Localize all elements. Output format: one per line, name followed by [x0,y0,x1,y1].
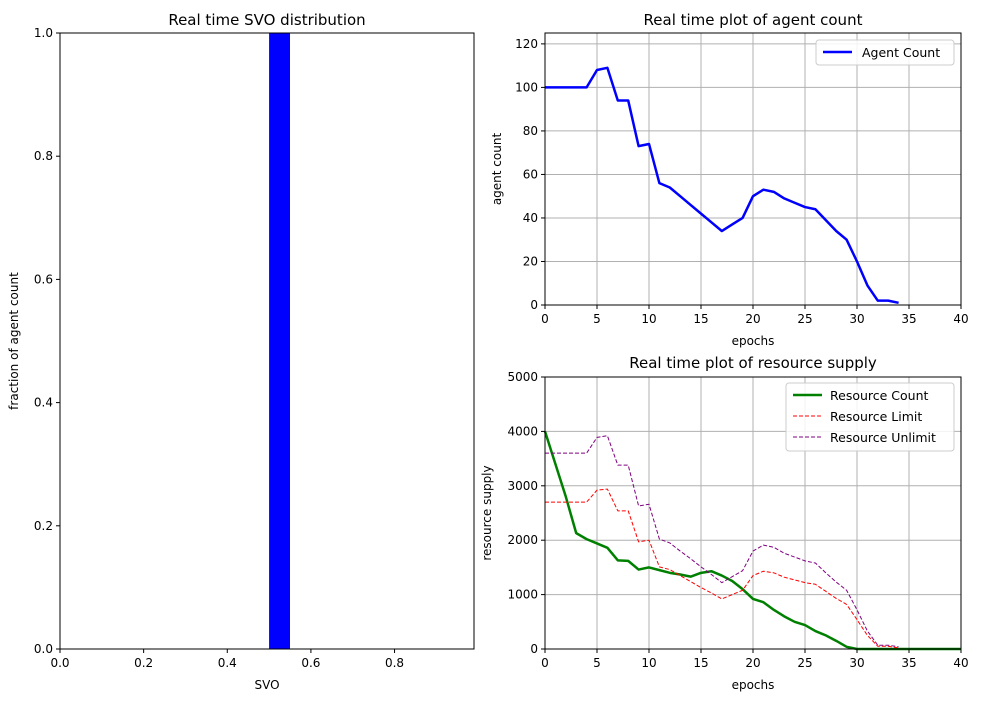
svo-x-tick-label: 0.4 [218,656,237,670]
resource-legend-box [785,382,955,452]
resources-x-tick-label: 5 [593,656,601,670]
resources-x-tick-label: 20 [745,656,760,670]
agents-x-tick-label: 30 [849,312,864,326]
resources-y-tick-label: 0 [530,642,538,656]
resource-legend-label-resource-unlimit: Resource Unlimit [830,430,936,445]
resource-legend: Resource Count Resource Limit Resource U… [785,382,955,452]
resource-y-axis-label: resource supply [480,465,494,560]
svo-chart-title: Real time SVO distribution [168,11,365,29]
svo-x-ticks: 0.0 0.2 0.4 0.6 0.8 [50,649,404,670]
agent-count-chart: Real time plot of agent count 0 5 10 15 20 25… [490,11,969,348]
resources-x-tick-label: 25 [797,656,812,670]
svo-y-tick-label: 1.0 [34,26,53,40]
agent-legend-box [815,39,955,66]
svo-y-axis-label: fraction of agent count [7,272,21,410]
svo-y-tick-label: 0.6 [34,272,53,286]
resource-legend-label-resource-limit: Resource Limit [830,409,922,424]
svo-y-tick-label: 0.4 [34,396,53,410]
svo-bars [269,33,290,649]
agents-y-tick-label: 80 [523,124,538,138]
agent-count-line [545,66,899,305]
resource-unlimit-line [545,435,899,648]
agent-y-axis-label: agent count [490,133,504,206]
agent-legend-label-agent-count: Agent Count [862,45,940,60]
resources-x-tick-label: 10 [641,656,656,670]
svo-bar [269,33,290,649]
agents-x-tick-label: 20 [745,312,760,326]
agent-x-ticks: 0 5 10 15 20 25 30 35 40 [541,305,969,326]
resource-x-axis-label: epochs [732,678,775,692]
agents-y-tick-label: 40 [523,211,538,225]
agents-y-tick-label: 120 [515,37,538,51]
resource-y-ticks: 0 1000 2000 3000 4000 5000 [507,370,545,656]
svo-y-tick-label: 0.8 [34,149,53,163]
resources-y-tick-label: 5000 [507,370,538,384]
svo-x-tick-label: 0.0 [50,656,69,670]
agent-chart-title: Real time plot of agent count [644,11,863,29]
svo-y-ticks: 0.0 0.2 0.4 0.6 0.8 1.0 [34,26,60,656]
svo-y-tick-label: 0.2 [34,519,53,533]
resources-y-tick-label: 4000 [507,424,538,438]
agent-lines [545,66,899,305]
resources-y-tick-label: 3000 [507,479,538,493]
agents-x-tick-label: 25 [797,312,812,326]
svo-plot-frame [59,32,475,650]
agents-y-tick-label: 20 [523,254,538,268]
agents-y-tick-label: 60 [523,167,538,181]
agents-x-tick-label: 15 [693,312,708,326]
agents-x-tick-label: 5 [593,312,601,326]
resources-x-tick-label: 15 [693,656,708,670]
agents-y-tick-label: 0 [530,298,538,312]
svo-x-tick-label: 0.6 [301,656,320,670]
agents-y-tick-label: 100 [515,80,538,94]
resource-legend-label-resource-count: Resource Count [830,388,929,403]
resources-x-tick-label: 35 [901,656,916,670]
resource-supply-chart: Real time plot of resource supply 0 5 10 15… [480,354,969,692]
resources-x-tick-label: 40 [953,656,968,670]
agents-x-tick-label: 35 [901,312,916,326]
resource-x-ticks: 0 5 10 15 20 25 30 35 40 [541,649,969,670]
resource-limit-line [545,488,899,649]
agents-x-tick-label: 40 [953,312,968,326]
agents-x-tick-label: 0 [541,312,549,326]
resources-y-tick-label: 1000 [507,588,538,602]
svo-x-axis-label: SVO [254,678,279,692]
svo-x-tick-label: 0.8 [385,656,404,670]
resource-chart-title: Real time plot of resource supply [629,354,877,372]
agents-x-tick-label: 10 [641,312,656,326]
resources-x-tick-label: 30 [849,656,864,670]
svo-x-tick-label: 0.2 [134,656,153,670]
agent-y-ticks: 0 20 40 60 80 100 120 [515,37,545,312]
svo-y-tick-label: 0.0 [34,642,53,656]
svo-distribution-chart: Real time SVO distribution 0.0 0.2 0.4 0.6 0… [7,11,475,692]
agent-legend: Agent Count [815,39,955,66]
resources-y-tick-label: 2000 [507,533,538,547]
agent-x-axis-label: epochs [732,334,775,348]
resources-x-tick-label: 0 [541,656,549,670]
